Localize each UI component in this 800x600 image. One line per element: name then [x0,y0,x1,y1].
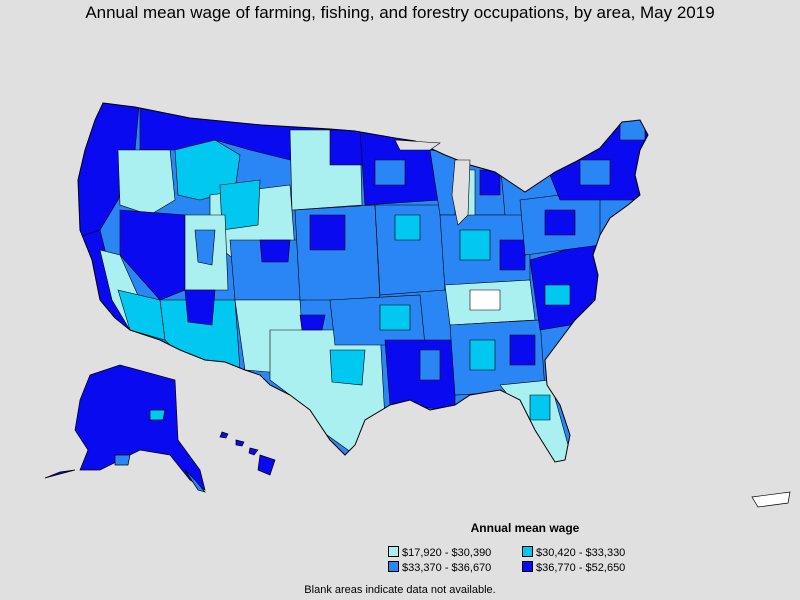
lake-superior [394,139,441,151]
legend-item-1: $17,920 - $30,390 [388,546,491,560]
legend-swatch [522,561,533,572]
legend-swatch [388,546,399,557]
legend-label: $36,770 - $52,650 [536,562,626,574]
puerto-rico [751,491,791,508]
legend-title: Annual mean wage [470,521,580,535]
alaska [44,364,206,493]
legend-item-2: $30,420 - $33,330 [522,546,625,560]
data-note: Blank areas indicate data not available. [304,584,496,596]
legend-item-3: $33,370 - $36,670 [388,561,491,575]
legend-label: $17,920 - $30,390 [402,547,492,559]
legend-item-4: $36,770 - $52,650 [522,561,625,575]
legend-swatch [388,561,399,572]
hawaii [219,431,276,476]
legend-label: $33,370 - $36,670 [402,562,492,574]
legend-label: $30,420 - $33,330 [536,547,626,559]
legend-swatch [522,546,533,557]
lake-michigan [451,159,471,226]
map-title: Annual mean wage of farming, fishing, an… [85,3,715,22]
